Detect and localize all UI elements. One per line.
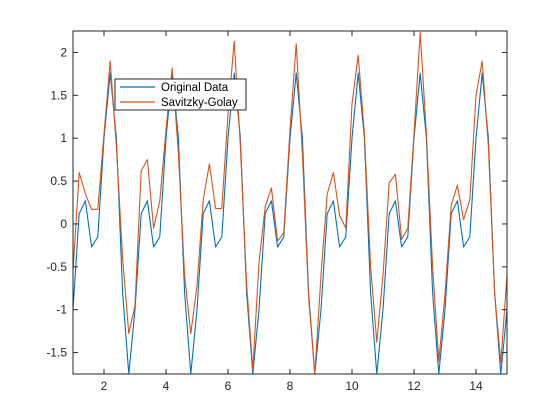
series-layer: [73, 32, 507, 374]
y-tick-label: 2: [60, 45, 67, 59]
x-tick-label: 14: [469, 379, 483, 393]
y-tick-label: 1: [60, 131, 67, 145]
y-tick-label: -0.5: [46, 260, 67, 274]
y-tick-label: 0: [60, 217, 67, 231]
y-tick-label: -1: [56, 303, 67, 317]
legend-label-savitzky-golay: Savitzky-Golay: [161, 97, 238, 109]
legend[interactable]: Original Data Savitzky-Golay: [114, 78, 247, 111]
x-tick-label: 8: [287, 379, 294, 393]
x-tick-label: 6: [225, 379, 232, 393]
x-tick-label: 10: [345, 379, 359, 393]
x-tick-label: 4: [163, 379, 170, 393]
series-line-savitzky-golay: [73, 32, 507, 374]
legend-box: [114, 78, 247, 111]
x-tick-label: 12: [407, 379, 421, 393]
y-tick-label: -1.5: [46, 346, 67, 360]
x-tick-label: 2: [101, 379, 108, 393]
legend-label-original-data: Original Data: [161, 82, 229, 94]
y-tick-label: 1.5: [50, 88, 67, 102]
y-tick-label: 0.5: [50, 174, 67, 188]
ticks-layer: 2 4 6 8 10 12 14 -1.5 -1 -0.5 0 0.5 1 1.5 2: [46, 31, 507, 393]
